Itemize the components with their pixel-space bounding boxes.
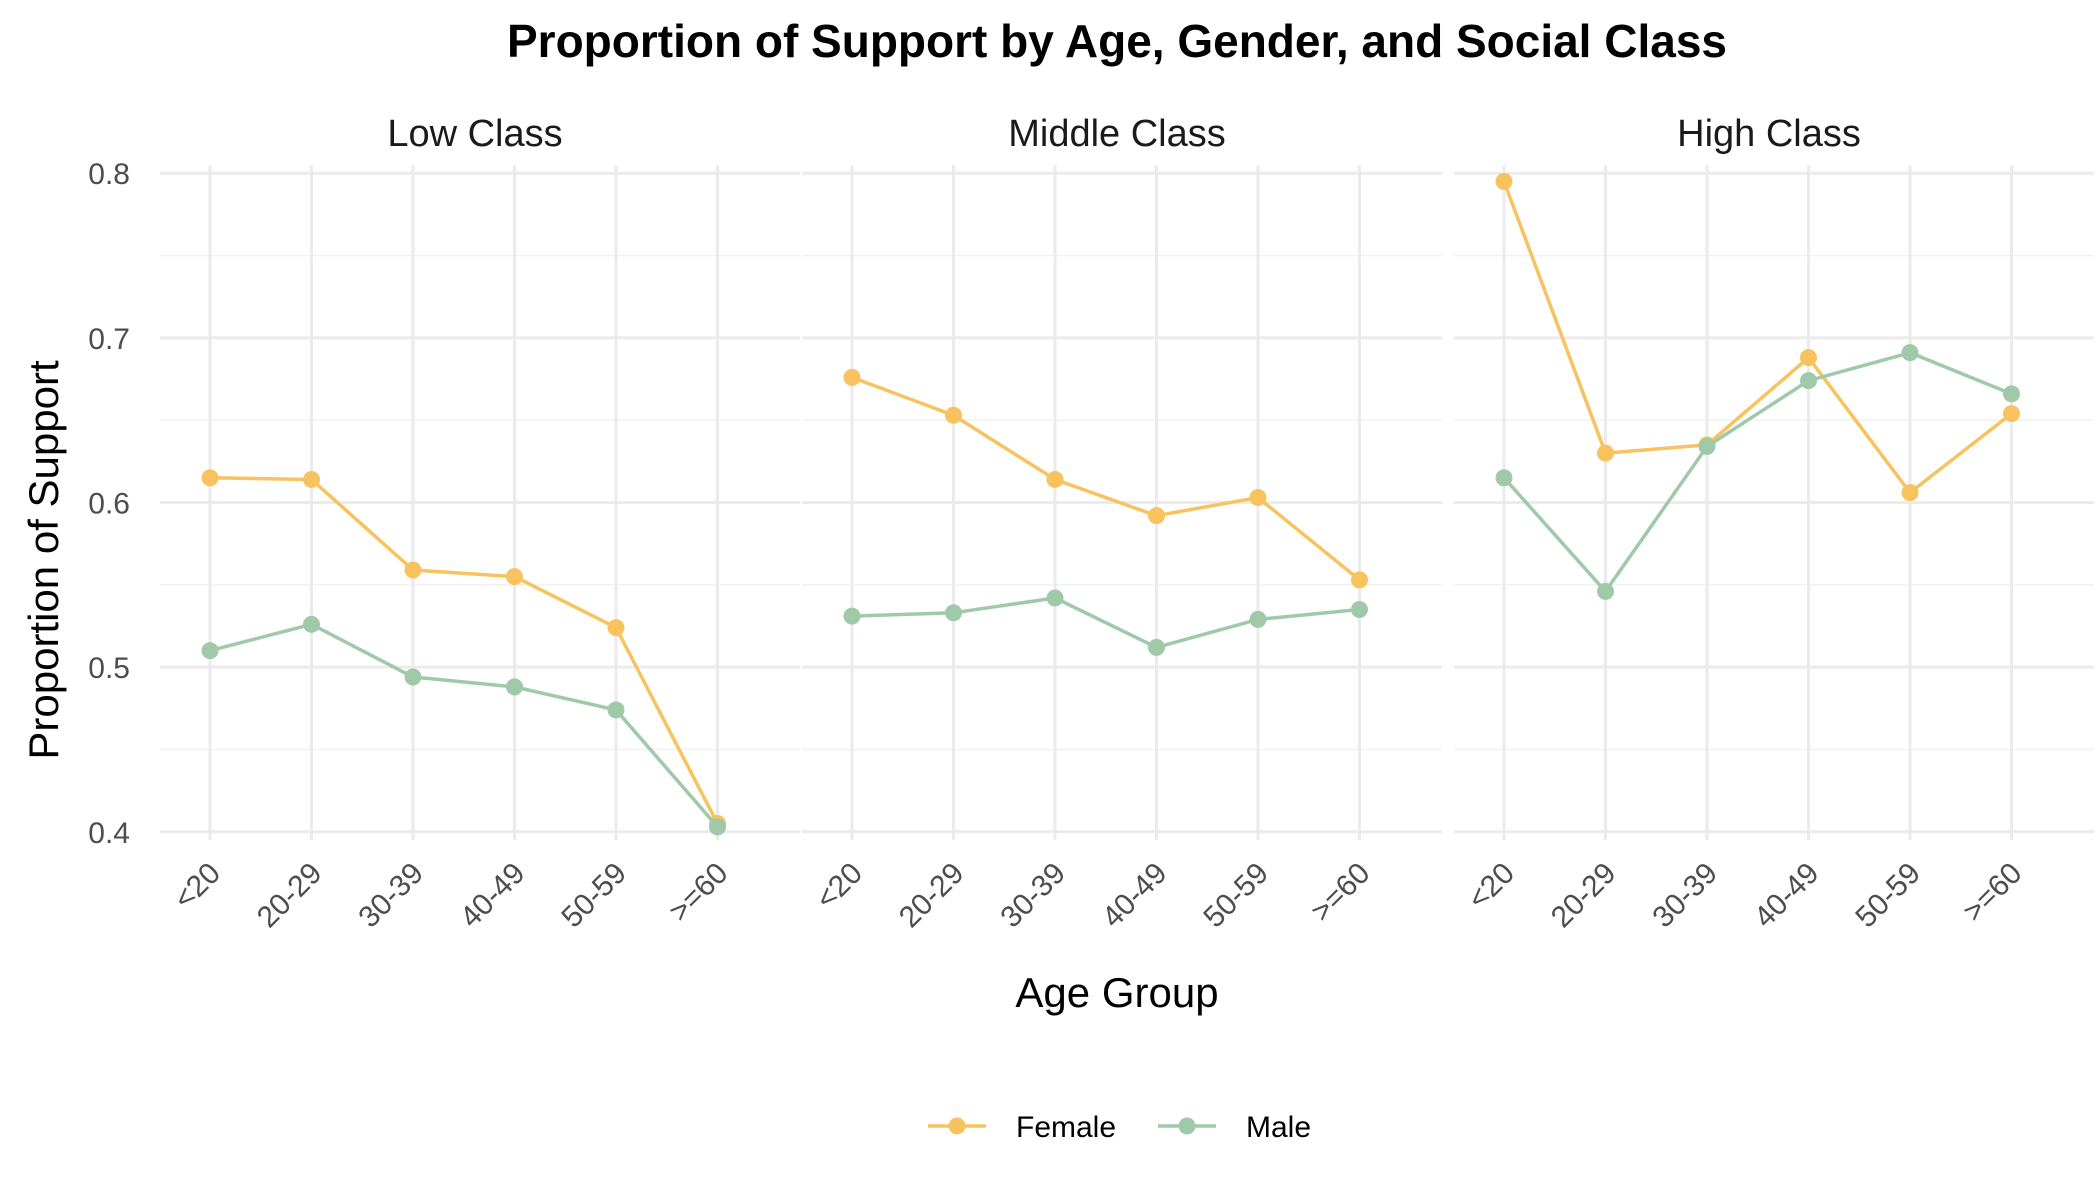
data-point-female <box>945 406 962 424</box>
series-line-male <box>851 596 1360 650</box>
x-tick-label: 30-39 <box>994 857 1072 935</box>
data-point-female <box>303 470 320 488</box>
legend-item: Female <box>928 1111 1116 1144</box>
x-tick-label: 20-29 <box>893 857 971 935</box>
x-tick-label: 40-49 <box>454 857 532 935</box>
data-point-female <box>1351 571 1368 589</box>
data-point-male <box>303 615 320 633</box>
data-point-male <box>843 607 861 625</box>
data-point-male <box>2003 385 2020 403</box>
data-point-male <box>404 668 422 686</box>
y-tick-label: 0.5 <box>88 652 130 685</box>
data-point-male <box>1597 582 1614 600</box>
series-line-male <box>209 622 719 828</box>
x-tick-label: >=60 <box>1957 857 2029 929</box>
data-point-female <box>843 368 861 386</box>
x-axis-title: Age Group <box>1015 969 1218 1016</box>
x-tick-label: 20-29 <box>1545 857 1623 935</box>
data-point-female <box>2003 405 2020 423</box>
panel-title: High Class <box>1677 113 1861 155</box>
data-point-female <box>1148 507 1165 525</box>
legend-item: Male <box>1158 1111 1311 1144</box>
x-tick-label: 40-49 <box>1748 857 1826 935</box>
series-line-female <box>209 476 720 825</box>
data-point-female <box>1046 470 1064 488</box>
x-tick-label: <20 <box>1462 857 1521 916</box>
series-line-female <box>1502 180 2013 495</box>
data-point-female <box>1495 172 1513 190</box>
data-point-male <box>1698 438 1716 456</box>
data-point-male <box>1046 589 1064 607</box>
y-tick-label: 0.4 <box>88 817 130 850</box>
y-axis: 0.4 0.5 0.6 0.7 0.8 <box>88 158 130 850</box>
chart-title: Proportion of Support by Age, Gender, an… <box>507 15 1727 67</box>
y-tick-label: 0.7 <box>88 323 130 356</box>
panels: Low Class<20 20-29 30-39 40-49 50-59 >=60Midd… <box>160 113 2094 934</box>
data-point-male <box>1351 601 1368 619</box>
y-axis-title: Proportion of Support <box>20 360 67 760</box>
data-point-male <box>607 701 625 719</box>
series-line-female <box>851 375 1361 582</box>
legend-label: Female <box>1016 1111 1116 1144</box>
x-tick-label: 50-59 <box>1849 857 1927 935</box>
x-tick-label: >=60 <box>1305 857 1377 929</box>
facet-panel: Middle Class <20 20-29 30-39 40-49 50-59 >=60 <box>802 113 1442 934</box>
x-tick-label: 30-39 <box>352 857 430 935</box>
data-point-female <box>1249 489 1267 507</box>
data-point-male <box>1901 344 1919 362</box>
facet-panel: High Class <20 20-29 30-39 40-49 50-59 >=60 <box>1454 113 2094 934</box>
data-point-female <box>506 568 523 586</box>
data-point-male <box>1495 469 1513 487</box>
data-point-male <box>1148 638 1165 656</box>
panel-title: Middle Class <box>1008 113 1226 155</box>
legend-key-point <box>1178 1117 1196 1135</box>
facet-panel: Low Class <20 20-29 30-39 40-49 50-59 >=60 <box>160 113 800 934</box>
data-point-female <box>201 469 219 487</box>
data-point-male <box>945 604 962 622</box>
data-point-male <box>506 678 523 696</box>
panel-title: Low Class <box>387 113 562 155</box>
data-point-female <box>607 619 625 637</box>
data-point-female <box>1901 484 1919 502</box>
legend: Female Male <box>928 1111 1311 1144</box>
x-tick-label: 40-49 <box>1096 857 1174 935</box>
data-point-female <box>1800 349 1817 367</box>
data-point-male <box>1800 372 1817 390</box>
data-point-male <box>1249 610 1267 628</box>
y-tick-label: 0.8 <box>88 158 130 191</box>
legend-key-point <box>948 1117 966 1135</box>
x-tick-label: 50-59 <box>1197 857 1275 935</box>
data-point-female <box>1597 444 1614 462</box>
x-tick-label: 20-29 <box>251 857 329 935</box>
x-tick-label: >=60 <box>663 857 735 929</box>
x-tick-label: <20 <box>168 857 227 916</box>
y-tick-label: 0.6 <box>88 488 130 521</box>
data-point-male <box>709 818 726 836</box>
x-tick-label: 30-39 <box>1646 857 1724 935</box>
x-tick-label: <20 <box>810 857 869 916</box>
data-point-male <box>201 642 219 660</box>
legend-label: Male <box>1246 1111 1311 1144</box>
x-tick-label: 50-59 <box>555 857 633 935</box>
data-point-female <box>404 561 422 579</box>
series-line-male <box>1502 350 2013 594</box>
